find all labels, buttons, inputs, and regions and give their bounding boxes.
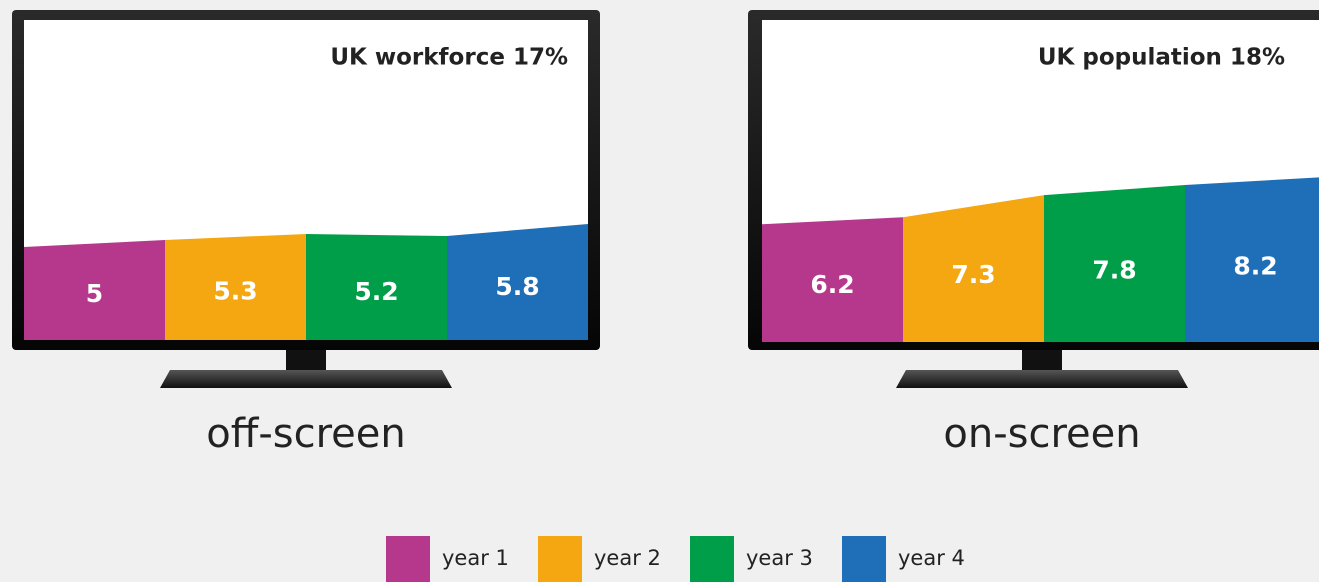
legend-label: year 2 xyxy=(594,546,661,570)
chart-title: UK population 18% xyxy=(1038,45,1285,71)
chart-title: UK workforce 17% xyxy=(330,45,568,71)
bar xyxy=(1044,185,1185,342)
tv-base xyxy=(896,370,1188,388)
value-label: 5.2 xyxy=(354,277,398,306)
bar xyxy=(1185,177,1319,342)
bar xyxy=(165,234,306,340)
bar xyxy=(447,224,588,340)
bar xyxy=(24,240,165,340)
legend-label: year 1 xyxy=(442,546,509,570)
tv-neck xyxy=(286,350,326,372)
value-label: 6.2 xyxy=(810,270,854,299)
value-label: 5.3 xyxy=(213,276,257,305)
caption: off-screen xyxy=(206,411,405,457)
legend-swatch xyxy=(842,536,886,582)
bar xyxy=(762,217,903,342)
legend-swatch xyxy=(386,536,430,582)
legend-label: year 3 xyxy=(746,546,813,570)
value-label: 5.8 xyxy=(495,272,539,301)
tv-base xyxy=(160,370,452,388)
value-label: 7.3 xyxy=(951,260,995,289)
legend-swatch xyxy=(538,536,582,582)
bar xyxy=(903,195,1044,342)
tv-neck xyxy=(1022,350,1062,372)
bar xyxy=(306,234,447,340)
value-label: 7.8 xyxy=(1092,255,1136,284)
legend-swatch xyxy=(690,536,734,582)
value-label: 8.2 xyxy=(1233,252,1277,281)
legend-label: year 4 xyxy=(898,546,965,570)
value-label: 5 xyxy=(86,279,103,308)
caption: on-screen xyxy=(943,411,1140,457)
